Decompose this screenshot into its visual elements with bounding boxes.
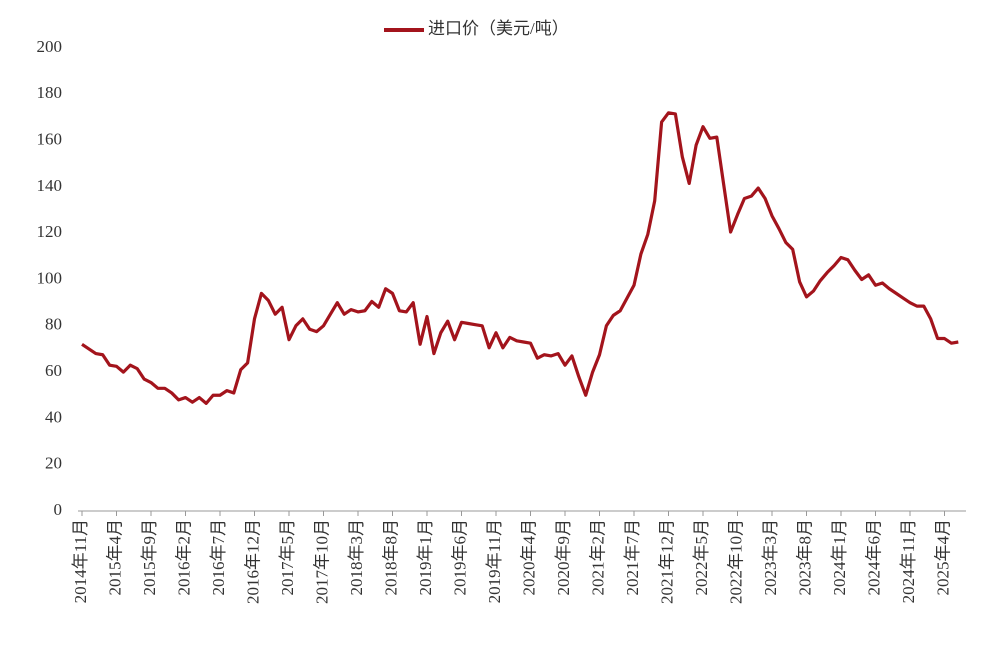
x-tick-label: 2024年1月 xyxy=(830,519,849,596)
x-tick-label: 2015年4月 xyxy=(105,519,124,596)
x-tick-label: 2019年11月 xyxy=(485,519,504,603)
x-tick-label: 2016年12月 xyxy=(243,519,262,604)
x-tick-label: 2021年12月 xyxy=(657,519,676,604)
x-tick-label: 2023年3月 xyxy=(761,519,780,596)
x-tick-label: 2021年7月 xyxy=(623,519,642,596)
x-tick-label: 2018年8月 xyxy=(381,519,400,596)
y-tick-label: 120 xyxy=(37,222,63,241)
y-tick-label: 60 xyxy=(45,361,62,380)
y-tick-label: 180 xyxy=(37,83,63,102)
x-tick-label: 2017年5月 xyxy=(278,519,297,596)
x-tick-label: 2019年1月 xyxy=(416,519,435,596)
x-tick-label: 2020年4月 xyxy=(519,519,538,596)
x-tick-label: 2020年9月 xyxy=(554,519,573,596)
x-tick-label: 2023年8月 xyxy=(795,519,814,596)
y-tick-label: 100 xyxy=(37,268,63,287)
y-tick-label: 20 xyxy=(45,454,62,473)
y-tick-label: 160 xyxy=(37,130,63,149)
line xyxy=(81,111,959,405)
x-tick-label: 2022年10月 xyxy=(726,519,745,604)
legend-label: 进口价（美元/吨） xyxy=(428,19,569,38)
y-tick-label: 40 xyxy=(45,407,62,426)
x-tick-label: 2019年6月 xyxy=(450,519,469,596)
x-tick-label: 2024年11月 xyxy=(899,519,918,603)
x-tick-label: 2017年10月 xyxy=(312,519,331,604)
x-tick-label: 2021年2月 xyxy=(588,519,607,596)
x-tick-label: 2016年2月 xyxy=(174,519,193,596)
y-tick-label: 0 xyxy=(54,500,63,519)
y-tick-label: 80 xyxy=(45,315,62,334)
x-tick-label: 2016年7月 xyxy=(209,519,228,596)
x-tick-label: 2015年9月 xyxy=(140,519,159,596)
x-tick-label: 2025年4月 xyxy=(933,519,952,596)
x-tick-label: 2024年6月 xyxy=(864,519,883,596)
x-tick-label: 2018年3月 xyxy=(347,519,366,596)
x-tick-label: 2014年11月 xyxy=(71,519,90,603)
y-tick-label: 200 xyxy=(37,37,63,56)
x-tick-label: 2022年5月 xyxy=(692,519,711,596)
y-tick-label: 140 xyxy=(37,176,63,195)
